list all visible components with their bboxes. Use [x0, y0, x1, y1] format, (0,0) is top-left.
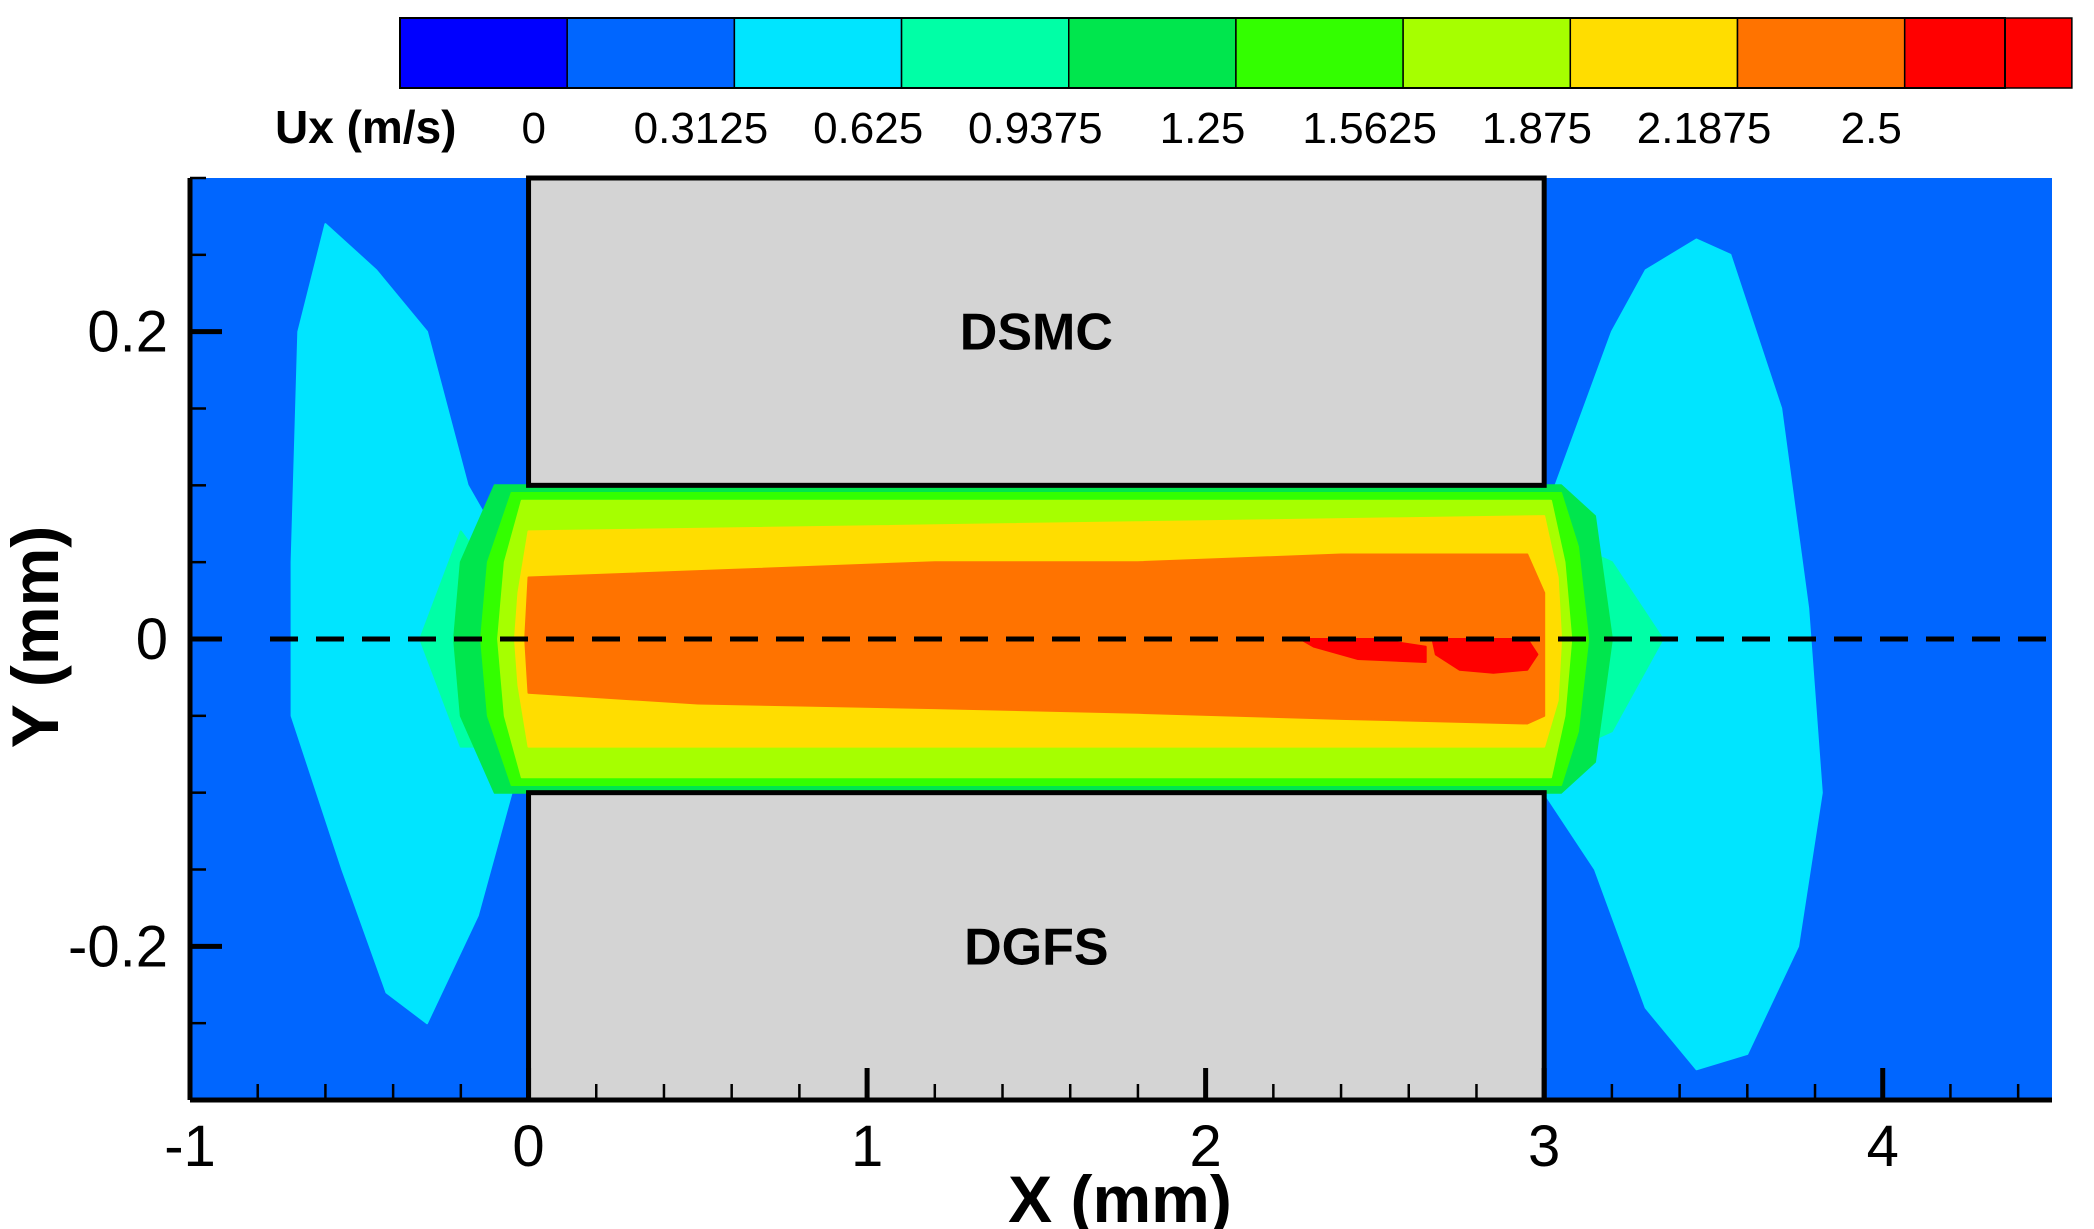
- colorbar-frame: [399, 17, 2006, 89]
- colorbar-band: [566, 17, 736, 89]
- y-tick-label: 0: [136, 607, 168, 672]
- contour-level-2_1875: [524, 553, 1546, 725]
- block-dgfs: [526, 790, 1547, 1103]
- x-tick-label: 1: [851, 1114, 883, 1179]
- solid-blocks: DSMC DGFS: [526, 175, 1547, 1103]
- colorbar-label: Ux (m/s): [275, 101, 456, 153]
- colorbar-band: [1569, 17, 1739, 89]
- colorbar-tick-label: 0.625: [813, 104, 923, 153]
- colorbar-band: [900, 17, 1070, 89]
- contour-level-0_3125: [290, 223, 530, 1025]
- contour-level-2_5: [1431, 638, 1539, 674]
- colorbar-tick-label: 0.3125: [634, 104, 769, 153]
- colorbar-tick-label: 1.5625: [1302, 104, 1437, 153]
- colorbar-tick-label: 1.875: [1482, 104, 1592, 153]
- x-tick-label: 0: [512, 1114, 544, 1179]
- colorbar-tick-label: 0.9375: [968, 104, 1103, 153]
- contour-level-0_3125: [1543, 238, 1823, 1071]
- x-tick-label: -1: [164, 1114, 216, 1179]
- x-tick-label: 4: [1867, 1114, 1899, 1179]
- y-tick-label: -0.2: [68, 914, 168, 979]
- block-dsmc: [526, 175, 1547, 488]
- block-label-dsmc: DSMC: [960, 304, 1113, 362]
- colorbar-band: [1402, 17, 1572, 89]
- colorbar-band: [1068, 17, 1237, 89]
- colorbar-ticks: 0 0.3125 0.625 0.9375 1.25 1.5625 1.875 2.1875 2…: [522, 104, 1902, 153]
- colorbar-band: [1903, 17, 2073, 89]
- axes: -1 0 1 2 3 4 -0.2 0 0.2: [68, 176, 2052, 1179]
- x-tick-label: 2: [1190, 1114, 1222, 1179]
- colorbar-band: [1736, 17, 1906, 89]
- block-label-dgfs: DGFS: [964, 918, 1108, 976]
- colorbar-band: [399, 17, 568, 89]
- colorbar-bands: [399, 17, 2073, 89]
- x-tick-label: 3: [1528, 1114, 1560, 1179]
- colorbar-band: [1235, 17, 1404, 89]
- colorbar-tick-label: 0: [522, 104, 546, 153]
- colorbar-band: [733, 17, 903, 89]
- colorbar-tick-label: 2.1875: [1637, 104, 1772, 153]
- x-axis-label: X (mm): [1008, 1162, 1232, 1229]
- colorbar: 0 0.3125 0.625 0.9375 1.25 1.5625 1.875 2.1875 2…: [275, 17, 2073, 153]
- y-axis-label: Y (mm): [0, 526, 72, 749]
- plot-area: DSMC DGFS -1 0 1 2 3 4 -0.2 0 0.2: [68, 175, 2052, 1179]
- y-tick-label: 0.2: [87, 300, 168, 365]
- colorbar-tick-label: 1.25: [1160, 104, 1246, 153]
- colorbar-tick-label: 2.5: [1841, 104, 1902, 153]
